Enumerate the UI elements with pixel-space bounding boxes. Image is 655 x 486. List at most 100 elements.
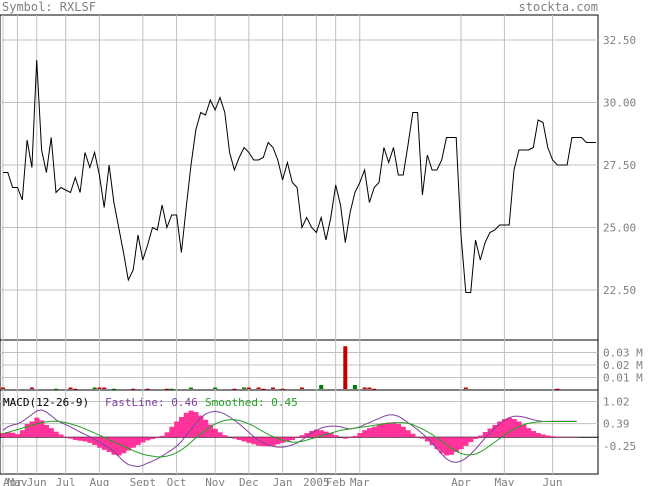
volume-bar [97,387,102,389]
macd-hist-bar [183,412,189,438]
macd-hist-bar [395,423,402,438]
macd-hist-bar [304,433,310,438]
macd-hist-bar [477,435,484,438]
volume-bar [270,387,275,389]
volume-ytick-label: 0.02 M [603,359,643,372]
volume-bar [1,387,5,389]
macd-hist-bar [410,433,416,438]
macd-hist-bar [256,437,262,446]
macd-hist-bar [58,434,64,438]
macd-hist-bar [72,437,79,441]
volume-bar [92,387,97,389]
macd-hist-bar [328,433,334,438]
volume-bar [352,385,357,389]
macd-hist-bar [497,421,503,438]
macd-hist-bar [101,437,107,450]
macd-hist-bar [294,437,300,438]
x-tick-label: Mar [350,476,370,486]
x-tick-label: Dec [239,476,259,486]
macd-hist-bar [318,430,324,438]
volume-ytick-label: 0.01 M [603,372,643,385]
volume-bar [280,388,285,390]
macd-hist-bar [207,424,214,438]
macd-hist-bar [424,437,430,442]
macd-hist-bar [82,437,88,442]
volume-bar [367,387,372,389]
price-line [3,59,596,293]
volume-bar [242,387,247,389]
macd-hist-bar [77,437,83,441]
x-tick-label: Apr [451,476,471,486]
macd-hist-bar [154,437,160,438]
macd-hist-bar [140,437,146,443]
macd-hist-bar [371,426,377,438]
macd-ytick-label: 1.02 [603,396,630,409]
x-tick-label: Apr [3,476,23,486]
volume-bar [73,388,78,390]
macd-hist-bar [48,428,54,438]
volume-bar [261,388,266,390]
macd-hist-bar [400,426,406,438]
macd-hist-bar [506,418,512,438]
macd-hist-bar [232,437,238,439]
macd-hist-bar [236,437,242,441]
macd-hist-bar [130,437,136,448]
macd-hist-bar [29,421,35,438]
grid-lines [0,15,598,474]
macd-hist-bar [313,429,320,438]
macd-hist-bar [174,421,180,438]
volume-bar [145,388,150,390]
macd-hist-bar [501,419,508,438]
x-tick-label: May [8,476,28,486]
x-tick-label: Aug [89,476,109,486]
volume-bar [555,388,560,390]
volume-bar [102,387,107,389]
volume-bar [246,387,251,389]
macd-hist-bar [169,426,175,438]
macd-hist-bar [521,424,527,438]
macd-hist-bar [121,437,127,454]
macd-hist-bar [203,419,209,438]
x-tick-label: Nov [205,476,225,486]
macd-hist-bar [342,437,349,439]
macd-hist-bar [530,430,537,438]
x-tick-label: May [494,476,514,486]
macd-hist-bar [429,437,435,445]
price-ytick-label: 27.50 [603,159,636,172]
macd-hist-bar [516,421,522,438]
symbol-label: Symbol: RXLSF [2,0,96,14]
macd-hist-bar [299,435,305,438]
macd-hist-bar [381,423,387,438]
macd-hist-bar [405,430,411,438]
volume-bar [372,388,377,390]
x-tick-label: Jul [56,476,76,486]
panel-frames [0,14,599,475]
macd-hist-bar [545,435,551,438]
macd-ytick-label: 0.39 [603,418,630,431]
x-tick-label: Oct [167,476,187,486]
macd-hist-bar [352,435,358,438]
macd-fastline-label: FastLine: 0.46 [105,396,198,409]
price-panel-frame [0,14,599,341]
volume-bar [463,387,468,389]
macd-hist-bar [159,435,165,438]
macd-hist-bar [376,424,382,438]
volume-bar [343,346,348,389]
x-tick-label: Jun [27,476,47,486]
macd-hist-bar [68,437,74,439]
volume-bar [256,387,261,389]
price-ytick-label: 32.50 [603,34,636,47]
price-ytick-label: 22.50 [603,284,636,297]
macd-hist-bar [5,432,11,438]
price-ytick-label: 30.00 [603,97,636,110]
volume-bar [111,388,116,390]
macd-hist-bar [420,437,426,439]
macd-fast-line [2,409,577,468]
macd-hist-bar [24,423,30,438]
x-tick-label: 2005 [303,476,330,486]
macd-hist-bar [444,437,450,456]
x-tick-label: Jan [273,476,293,486]
macd-hist-bar [92,437,98,445]
macd-hist-bar [212,428,218,438]
